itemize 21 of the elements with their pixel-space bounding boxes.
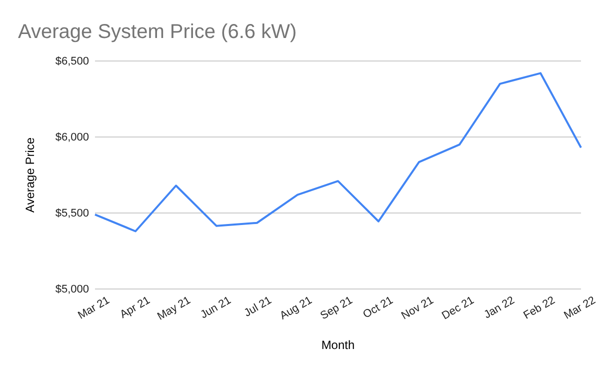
x-axis-title: Month [321,338,355,352]
x-tick-label: Jul 21 [242,294,274,320]
y-tick-label: $5,000 [55,284,89,296]
y-tick-label: $6,500 [55,56,89,68]
x-tick-label: Mar 21 [76,294,112,322]
x-tick-label: Oct 21 [361,294,396,321]
x-tick-label: Dec 21 [440,294,476,322]
x-tick-label: Apr 21 [118,294,152,321]
chart-title: Average System Price (6.6 kW) [18,21,297,43]
y-axis-title: Average Price [23,137,37,213]
x-tick-label: Jan 22 [482,294,517,322]
x-tick-label: Feb 22 [522,294,558,322]
x-tick-label: Nov 21 [400,294,436,322]
x-tick-label: Mar 22 [562,294,598,322]
x-tick-label: May 21 [155,294,193,323]
y-tick-label: $6,000 [55,132,89,144]
x-tick-label: Sep 21 [318,294,355,322]
y-tick-label: $5,500 [55,208,89,220]
x-tick-label: Aug 21 [278,294,314,322]
line-series [94,72,582,232]
x-tick-label: Jun 21 [198,294,234,322]
